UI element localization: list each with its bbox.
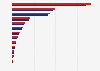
- Bar: [12, 33, 19, 35]
- Bar: [12, 13, 50, 14]
- Bar: [12, 50, 14, 52]
- Bar: [12, 3, 91, 5]
- Bar: [12, 55, 14, 57]
- Bar: [12, 32, 20, 33]
- Bar: [12, 27, 23, 28]
- Bar: [12, 10, 53, 11]
- Bar: [12, 28, 22, 30]
- Bar: [12, 24, 24, 25]
- Bar: [12, 5, 86, 6]
- Bar: [12, 36, 18, 38]
- Bar: [12, 61, 13, 63]
- Bar: [12, 19, 29, 21]
- Bar: [12, 14, 48, 16]
- Bar: [12, 22, 25, 24]
- Bar: [12, 38, 17, 39]
- Bar: [12, 60, 13, 61]
- Bar: [12, 17, 30, 19]
- Bar: [12, 52, 14, 54]
- Bar: [12, 47, 15, 49]
- Bar: [12, 57, 13, 58]
- Bar: [12, 46, 15, 47]
- Bar: [12, 43, 16, 44]
- Bar: [12, 41, 16, 43]
- Bar: [12, 8, 56, 10]
